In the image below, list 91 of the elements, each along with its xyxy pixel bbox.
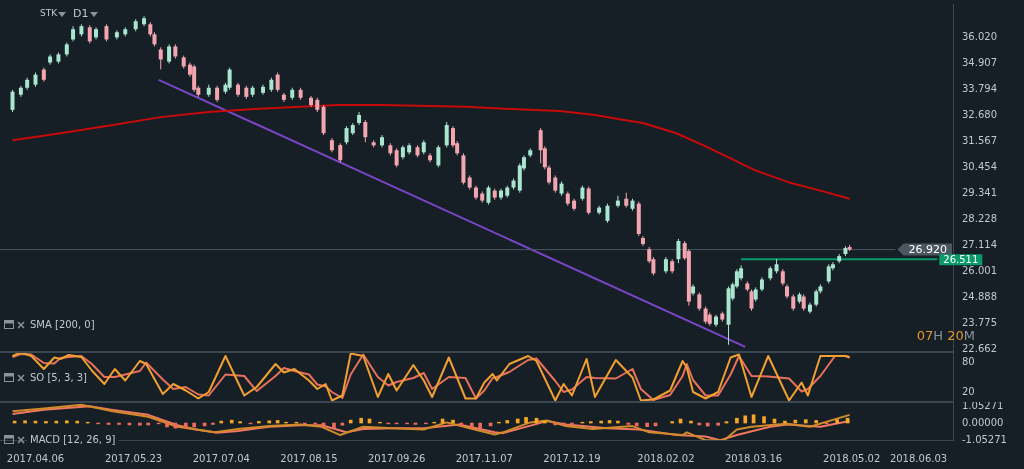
candlestick — [158, 46, 163, 71]
x-tick-label: 2018.03.16 — [724, 452, 783, 464]
bar — [716, 422, 720, 426]
candlestick — [227, 67, 232, 91]
annotation: 07H 20M — [916, 328, 975, 344]
x-tick-label: 2017.12.19 — [543, 452, 601, 464]
bar — [192, 422, 196, 428]
bar — [515, 418, 520, 424]
bar — [505, 420, 510, 424]
candlestick — [192, 64, 197, 93]
y-tick-label: 23.775 — [962, 316, 997, 328]
candlestick — [697, 292, 702, 312]
bar — [183, 422, 188, 429]
y-tick-label: 27.114 — [962, 238, 997, 250]
y-tick-label: -1.05271 — [962, 433, 1007, 445]
bar — [238, 421, 242, 424]
candlestick — [87, 24, 92, 44]
bar — [64, 420, 69, 424]
x-tick-label: 2017.08.15 — [280, 452, 338, 464]
y-tick-label: 30.454 — [962, 160, 997, 172]
annotation: 26.511 — [943, 253, 979, 265]
y-tick-label: 36.020 — [962, 30, 997, 42]
bar — [117, 422, 121, 425]
annotation: D1 — [73, 6, 89, 20]
candlestick — [275, 72, 280, 93]
candlestick — [344, 125, 349, 145]
bar — [348, 419, 353, 424]
bar — [165, 422, 169, 428]
candlestick — [676, 238, 681, 264]
x-tick-label: 2018.06.03 — [889, 452, 948, 464]
y-tick-label: 33.794 — [962, 82, 997, 94]
candlestick — [486, 185, 491, 206]
y-tick-label: 20 — [962, 385, 975, 397]
x-tick-label: 2018.05.02 — [823, 452, 881, 464]
y-tick-label: 80 — [962, 355, 975, 367]
candlestick — [691, 283, 696, 297]
bar — [23, 420, 27, 424]
bar — [743, 415, 748, 424]
candlestick — [436, 144, 441, 168]
y-tick-label: 32.680 — [962, 108, 997, 120]
candlestick — [167, 43, 172, 64]
bar — [478, 422, 482, 429]
bar — [670, 421, 675, 424]
legend-title: SMA [200, 0] — [30, 318, 95, 330]
bar — [588, 421, 593, 424]
candlestick — [338, 142, 343, 163]
bar — [451, 419, 455, 424]
bar — [332, 422, 336, 429]
candlestick — [444, 121, 449, 148]
legend-title: SO [5, 3, 3] — [30, 371, 88, 383]
x-tick-label: 2017.07.04 — [192, 452, 250, 464]
y-tick-label: 34.907 — [962, 56, 997, 68]
y-tick-label: 31.567 — [962, 134, 997, 146]
legend-title: MACD [12, 26, 9] — [30, 433, 116, 445]
bar — [44, 421, 48, 424]
x-tick-label: 2017.11.07 — [455, 452, 513, 464]
bar — [762, 416, 766, 424]
bar — [803, 419, 808, 424]
bar — [211, 422, 215, 425]
bar — [634, 422, 639, 427]
y-tick-label: 1.05271 — [962, 399, 1004, 411]
bar — [835, 419, 839, 424]
candlestick — [749, 288, 754, 312]
bar — [645, 422, 649, 428]
candlestick — [615, 195, 620, 209]
annotation: STK — [40, 8, 59, 19]
bar — [524, 417, 528, 424]
x-tick-label: 2018.02.02 — [637, 452, 695, 464]
candlestick — [605, 203, 610, 224]
y-tick-label: 26.001 — [962, 264, 997, 276]
bar — [469, 422, 474, 429]
x-tick-label: 2017.09.26 — [368, 452, 426, 464]
x-tick-label: 2017.04.06 — [6, 452, 65, 464]
y-tick-label: 29.341 — [962, 186, 997, 198]
candlestick — [10, 89, 15, 113]
y-tick-label: 24.888 — [962, 290, 997, 302]
bar — [257, 421, 261, 424]
bar — [267, 420, 272, 424]
bar — [229, 419, 234, 424]
bar — [814, 420, 819, 424]
candlestick — [826, 263, 831, 284]
candlestick — [394, 147, 399, 168]
y-tick-label: 0.00000 — [962, 416, 1004, 428]
bar — [359, 417, 363, 424]
x-tick-label: 2017.05.23 — [104, 452, 163, 464]
bar — [735, 417, 739, 424]
candlestick — [363, 119, 368, 143]
bar — [138, 422, 142, 426]
bar — [570, 422, 574, 425]
y-tick-label: 28.228 — [962, 212, 997, 224]
y-tick-label: 22.662 — [962, 342, 997, 354]
